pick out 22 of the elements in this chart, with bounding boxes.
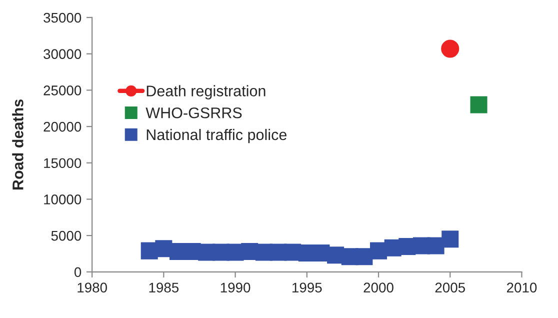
y-axis-title: Road deaths xyxy=(12,99,24,190)
x-tick-label: 2005 xyxy=(435,282,465,293)
x-tick-label: 2000 xyxy=(364,282,394,293)
y-tick-label: 20000 xyxy=(44,122,82,132)
y-tick-label: 0 xyxy=(74,267,82,278)
y-tick-label: 5000 xyxy=(51,230,82,241)
legend-label: Death registration xyxy=(146,85,266,100)
y-tick-label: 30000 xyxy=(44,49,82,59)
point xyxy=(470,96,488,114)
legend-label: WHO-GSRRS xyxy=(146,107,242,118)
y-tick-label: 15000 xyxy=(44,158,82,168)
x-tick-label: 1995 xyxy=(292,282,322,293)
y-tick-label: 25000 xyxy=(44,86,82,96)
y-tick-label: 35000 xyxy=(44,12,82,23)
x-tick-label: 1985 xyxy=(149,282,179,293)
x-tick-label: 1990 xyxy=(220,282,250,293)
point xyxy=(441,40,460,58)
x-tick-label: 1980 xyxy=(78,282,107,293)
y-tick-label: 10000 xyxy=(44,194,82,204)
x-tick-label: 2010 xyxy=(506,282,537,293)
point xyxy=(442,230,459,248)
legend-label: National traffic police xyxy=(146,128,286,144)
